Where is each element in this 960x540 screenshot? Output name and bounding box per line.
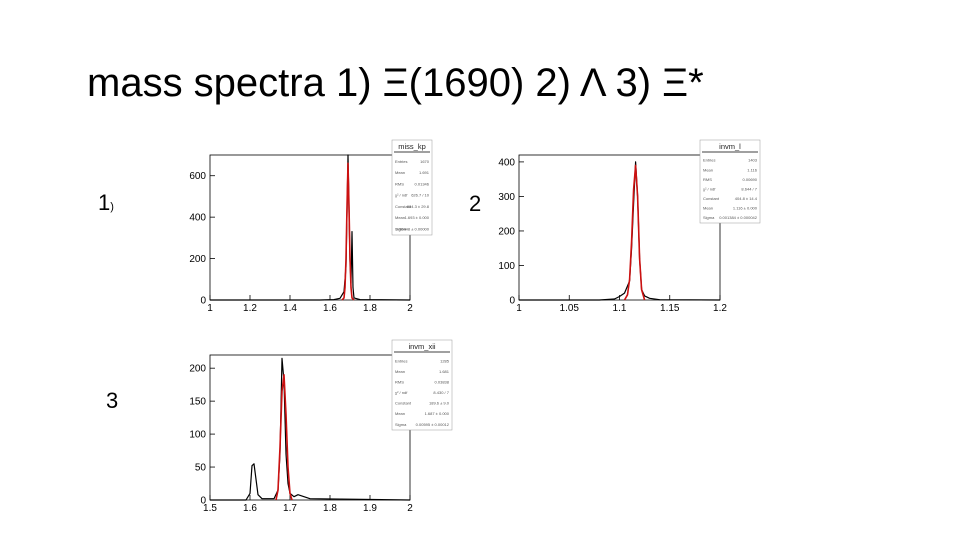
stats-row-value: 626.7 / 10	[411, 193, 430, 198]
x-tick-label: 1.2	[713, 303, 727, 314]
stats-box-title: invm_l	[719, 142, 741, 151]
stats-box: invm_l Entries 1403 Mean 1.116 RMS 0.00690 χ² /…	[699, 139, 761, 224]
stats-row-label: Entries	[395, 159, 407, 164]
stats-box: invm_xii Entries 1285 Mean 1.681 RMS 0.03838 χ²…	[391, 339, 453, 431]
stats-box-title: invm_xii	[408, 342, 435, 351]
x-tick-label: 1.9	[363, 503, 377, 514]
stats-row-value: 189.6 ± 9.0	[429, 401, 450, 406]
stats-row-value: 0.00690	[743, 177, 758, 182]
stats-row-label: Constant	[395, 401, 412, 406]
stats-box-frame	[699, 139, 761, 224]
stats-row-value: 0.00448 ± 0.00000	[396, 226, 430, 231]
stats-row-label: Mean	[703, 167, 713, 172]
slide-title: mass spectra 1) Ξ(1690) 2) Λ 3) Ξ*	[87, 61, 704, 105]
stats-box-title: miss_kp	[398, 142, 426, 151]
stats-row-value: 1.681	[439, 369, 450, 374]
stats-row-value: 1.116	[747, 167, 757, 172]
stats-row-label: Constant	[395, 204, 412, 209]
panel-label-1-suffix: )	[110, 201, 114, 213]
stats-row-value: 0.001384 ± 0.000042	[719, 215, 758, 220]
y-tick-label: 0	[200, 296, 206, 307]
stats-row-label: Sigma	[703, 215, 715, 220]
fit-curve-series	[623, 164, 646, 301]
x-tick-label: 1.2	[243, 303, 257, 314]
stats-row-label: Constant	[703, 196, 720, 201]
panel-label-3: 3	[106, 388, 119, 413]
y-tick-label: 100	[498, 261, 515, 272]
stats-row-value: 1403	[748, 158, 758, 163]
stats-box-frame	[391, 339, 453, 431]
y-tick-label: 400	[189, 213, 206, 224]
plot-frame	[209, 354, 411, 501]
x-tick-label: 1.7	[283, 503, 297, 514]
stats-row-label: RMS	[395, 181, 404, 186]
x-tick-label: 1.8	[323, 503, 337, 514]
y-tick-label: 300	[498, 192, 515, 203]
stats-row-label: Mean	[395, 411, 405, 416]
stats-row-label: RMS	[395, 379, 404, 384]
stats-row-value: 1670	[420, 159, 430, 164]
panel-label-1: 1)	[98, 190, 114, 220]
stats-row-value: 1.693 ± 0.000	[405, 215, 430, 220]
stats-row-label: Entries	[395, 358, 407, 363]
x-tick-label: 1.6	[323, 303, 337, 314]
x-tick-label: 1.4	[283, 303, 297, 314]
histogram-series	[210, 357, 411, 501]
x-tick-label: 1.5	[203, 503, 217, 514]
stats-row-label: Sigma	[395, 226, 407, 231]
x-tick-label: 1.6	[243, 503, 257, 514]
stats-box-frame	[391, 139, 433, 236]
y-tick-label: 200	[189, 364, 206, 375]
stats-row-value: 1.691	[419, 170, 430, 175]
stats-box: miss_kp Entries 1670 Mean 1.691 RMS 0.01346 χ² …	[391, 139, 433, 236]
y-tick-label: 200	[498, 226, 515, 237]
stats-row-label: Mean	[703, 206, 713, 211]
panel-label-1-number: 1	[98, 190, 111, 215]
stats-row-label: Mean	[395, 170, 405, 175]
y-tick-label: 400	[498, 157, 515, 168]
y-tick-label: 150	[189, 397, 206, 408]
x-tick-label: 2	[407, 503, 413, 514]
fit-curve-series	[341, 162, 355, 301]
y-tick-label: 600	[189, 171, 206, 182]
x-tick-label: 1.1	[613, 303, 627, 314]
stats-row-value: 0.00595 ± 0.00012	[416, 422, 450, 427]
stats-row-label: Mean	[395, 215, 405, 220]
stats-row-label: χ² / ndf	[395, 193, 408, 198]
y-tick-label: 0	[200, 496, 206, 507]
x-tick-label: 1.15	[660, 303, 680, 314]
y-tick-label: 0	[509, 296, 515, 307]
stats-row-value: 404.8 ± 14.4	[735, 196, 758, 201]
stats-row-value: 8.430 / 7	[433, 390, 449, 395]
stats-row-value: 0.03838	[435, 379, 450, 384]
stats-row-value: 1.116 ± 0.000	[733, 206, 758, 211]
stats-row-label: RMS	[703, 177, 712, 182]
stats-row-label: χ² / ndf	[703, 186, 716, 191]
fit-curve-series	[275, 373, 293, 501]
stats-row-value: 1285	[440, 358, 450, 363]
x-tick-label: 1.8	[363, 303, 377, 314]
x-tick-label: 1	[207, 303, 213, 314]
stats-row-value: 8.644 / 7	[741, 186, 757, 191]
x-tick-label: 2	[407, 303, 413, 314]
y-tick-label: 200	[189, 254, 206, 265]
x-tick-label: 1.05	[560, 303, 580, 314]
stats-row-label: Entries	[703, 158, 715, 163]
x-tick-label: 1	[516, 303, 522, 314]
panel-label-2: 2	[469, 191, 482, 216]
y-tick-label: 50	[195, 463, 207, 474]
stats-row-label: Mean	[395, 369, 405, 374]
stats-row-label: Sigma	[395, 422, 407, 427]
stats-row-label: χ² / ndf	[395, 390, 408, 395]
stats-row-value: 804.3 ± 29.8	[407, 204, 430, 209]
stats-row-value: 0.01346	[415, 181, 430, 186]
stats-row-value: 1.687 ± 0.000	[425, 411, 450, 416]
y-tick-label: 100	[189, 430, 206, 441]
